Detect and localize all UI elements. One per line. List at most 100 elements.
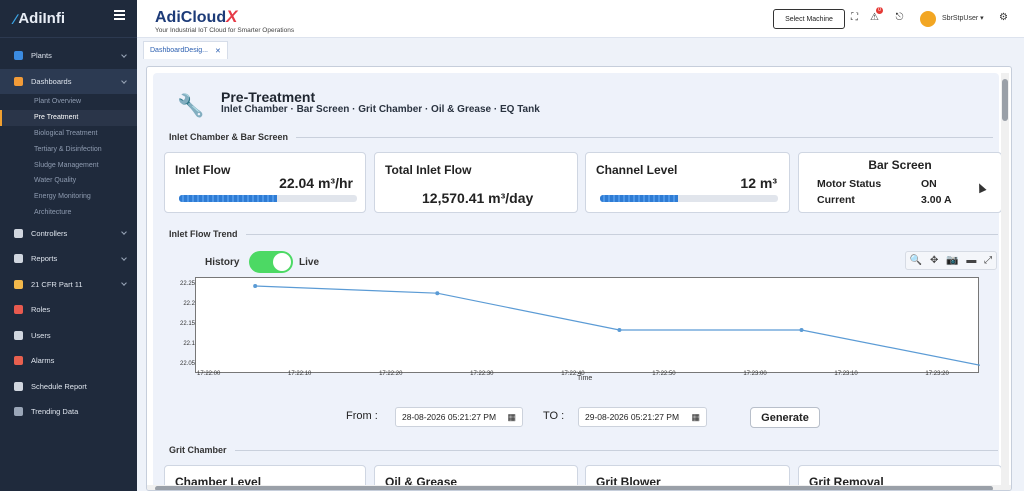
sidebar-subitem-architecture[interactable]: Architecture (34, 208, 72, 216)
page-title: Pre-Treatment (221, 89, 316, 105)
inlet-flow-card: Inlet Flow 22.04 m³/hr (164, 152, 366, 213)
data-point[interactable] (253, 284, 258, 288)
trend-chart (253, 284, 986, 368)
sidebar-item-reports[interactable]: Reports (0, 246, 137, 272)
sidebar-item-alarms[interactable]: Alarms (0, 348, 137, 374)
x-tick-label: 17:22:40 (561, 371, 585, 377)
from-date-input[interactable]: 28-08-2026 05:21:27 PM ▦ (395, 407, 523, 427)
sidebar-item-label: Schedule Report (31, 381, 87, 391)
sidebar-item-label: Reports (31, 254, 58, 264)
brand-title: AdiCloudX (155, 7, 238, 26)
y-tick-label: 22.25 (179, 281, 195, 287)
sidebar-item-users[interactable]: Users (0, 322, 137, 348)
sidebar: ∕ AdiInfi Plants Dashboards Plant Overview… (0, 0, 137, 491)
autoscale-icon[interactable]: ▬ (966, 255, 977, 266)
sidebar-nav: Plants Dashboards Plant Overview Pre Treatm… (0, 43, 137, 424)
select-machine-button[interactable]: Select Machine (773, 9, 845, 29)
logo: ∕ AdiInfi (0, 0, 137, 38)
camera-icon[interactable]: 📷 (946, 255, 959, 266)
logout-icon[interactable]: ⎋ (895, 12, 904, 23)
inlet-flow-bar-fill (179, 195, 277, 202)
fullscreen-icon[interactable]: ⛶ (851, 12, 858, 23)
total-inlet-flow-value: 12,570.41 m³/day (422, 190, 534, 206)
sidebar-item-21-cfr-part-11[interactable]: 21 CFR Part 11 (0, 271, 137, 297)
tab-dashboard-design[interactable]: DashboardDesig... ✕ (143, 41, 228, 59)
x-tick-label: 17:22:30 (470, 371, 494, 377)
live-label: Live (299, 257, 320, 268)
alert-count-badge: 0 (876, 7, 883, 14)
total-inlet-flow-label: Total Inlet Flow (385, 163, 472, 177)
schedule-icon (14, 381, 23, 391)
inlet-flow-label: Inlet Flow (175, 163, 231, 177)
section-heading-trend: Inlet Flow Trend (169, 229, 998, 239)
sidebar-item-trending-data[interactable]: Trending Data (0, 399, 137, 425)
main-panel: 🔧 Pre-Treatment Inlet Chamber · Bar Scre… (146, 66, 1012, 491)
data-point[interactable] (435, 291, 440, 296)
sidebar-item-label: Users (31, 330, 51, 340)
chevron-down-icon (121, 255, 127, 261)
alert-icon[interactable]: ⚠ (870, 12, 879, 23)
section-heading-grit: Grit Chamber (169, 445, 998, 455)
inlet-flow-bar (179, 195, 357, 202)
sidebar-item-schedule-report[interactable]: Schedule Report (0, 373, 137, 399)
zoom-icon[interactable]: 🔍 (909, 255, 923, 266)
sidebar-item-controllers[interactable]: Controllers (0, 220, 137, 246)
sidebar-subitem-biological-treatment[interactable]: Biological Treatment (34, 129, 98, 137)
trend-plot-area (195, 277, 986, 373)
pan-icon[interactable]: ✥ (930, 255, 939, 266)
inlet-flow-value: 22.04 m³/hr (279, 175, 353, 191)
sidebar-item-plants[interactable]: Plants (0, 43, 137, 69)
chevron-down-icon (121, 280, 127, 287)
certificate-icon (14, 279, 23, 289)
logo-text: AdiInfi (18, 10, 65, 27)
sidebar-item-label: Controllers (31, 228, 68, 238)
section-heading-inlet: Inlet Chamber & Bar Screen (169, 132, 994, 142)
trend-icon (14, 407, 23, 417)
calendar-icon[interactable]: ▦ (507, 412, 516, 422)
history-label: History (205, 257, 240, 268)
logo-icon: ∕ (14, 10, 17, 27)
reset-axes-icon[interactable]: ⤢ (984, 255, 993, 266)
sidebar-subitem-plant-overview[interactable]: Plant Overview (34, 98, 82, 106)
to-date-input[interactable]: 29-08-2026 05:21:27 PM ▦ (578, 407, 707, 427)
data-point[interactable] (799, 328, 804, 332)
horizontal-scrollbar[interactable] (147, 485, 1011, 490)
live-toggle[interactable] (249, 251, 293, 273)
sidebar-subitem-energy-monitoring[interactable]: Energy Monitoring (34, 193, 91, 201)
hamburger-menu-icon[interactable] (114, 10, 125, 20)
current-label: Current (817, 194, 855, 206)
avatar[interactable] (920, 11, 936, 27)
channel-level-bar-fill (600, 195, 679, 202)
sidebar-item-label: Roles (31, 305, 51, 315)
y-tick-label: 22.1 (183, 341, 195, 347)
brand-tagline: Your Industrial IoT Cloud for Smarter Op… (155, 27, 295, 34)
y-tick-label: 22.2 (183, 301, 195, 307)
scroll-thumb[interactable] (1002, 79, 1008, 121)
sidebar-item-dashboards[interactable]: Dashboards (0, 68, 137, 94)
total-inlet-flow-card: Total Inlet Flow 12,570.41 m³/day (374, 152, 578, 213)
sidebar-subitem-sludge-management[interactable]: Sludge Management (34, 161, 99, 169)
x-tick-label: 17:23:00 (743, 371, 767, 377)
sidebar-subitem-pre-treatment[interactable]: Pre Treatment (0, 109, 137, 126)
x-tick-label: 17:23:20 (925, 371, 949, 377)
scroll-thumb[interactable] (155, 486, 993, 490)
calendar-icon[interactable]: ▦ (691, 412, 700, 422)
sidebar-subitem-water-quality[interactable]: Water Quality (34, 177, 77, 185)
alarm-icon (14, 356, 23, 366)
user-menu[interactable]: SbrStpUser ▾ (942, 15, 984, 22)
channel-level-bar (600, 195, 778, 202)
data-point[interactable] (617, 328, 622, 332)
controller-icon (14, 228, 23, 238)
settings-gear-icon[interactable]: ⚙ (999, 12, 1008, 23)
sidebar-subitem-tertiary-disinfection[interactable]: Tertiary & Disinfection (34, 145, 102, 153)
x-tick-label: 17:22:10 (288, 371, 312, 377)
y-tick-label: 22.15 (179, 321, 195, 327)
close-icon[interactable]: ✕ (214, 47, 221, 55)
sidebar-item-label: Dashboards (31, 76, 72, 86)
channel-level-card: Channel Level 12 m³ (585, 152, 790, 213)
to-label: TO : (543, 410, 565, 422)
sidebar-item-roles[interactable]: Roles (0, 297, 137, 323)
vertical-scrollbar[interactable] (1001, 73, 1009, 485)
toggle-knob (273, 253, 291, 271)
generate-button[interactable]: Generate (750, 407, 820, 428)
